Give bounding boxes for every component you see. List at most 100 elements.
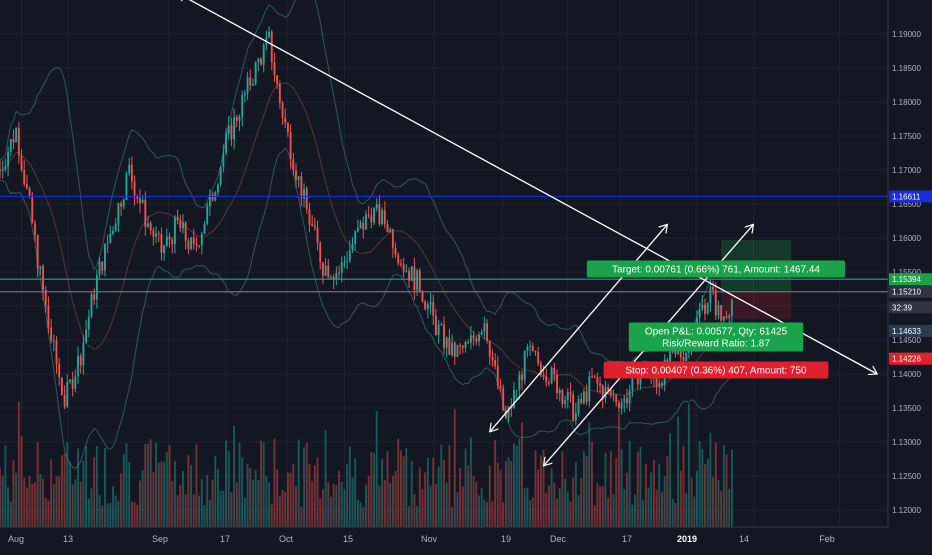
volume-bar xyxy=(120,473,123,527)
volume-bar xyxy=(475,481,478,527)
volume-bar xyxy=(93,457,96,527)
candle-body xyxy=(402,264,405,272)
price-tag[interactable] xyxy=(889,190,932,203)
volume-bar xyxy=(593,505,596,527)
volume-bar xyxy=(421,489,424,527)
volume-bar xyxy=(623,489,626,527)
candle-body xyxy=(346,260,349,262)
price-tag-label: 1.14633 xyxy=(892,327,921,336)
candle-body xyxy=(173,217,176,245)
candle-body xyxy=(351,243,354,251)
volume-bar xyxy=(200,478,203,527)
volume-bar xyxy=(130,501,133,527)
candle-body xyxy=(677,351,680,354)
candle-body xyxy=(698,309,701,318)
candle-body xyxy=(217,184,219,193)
candle-body xyxy=(286,123,289,133)
volume-bar xyxy=(147,443,149,527)
price-tag[interactable] xyxy=(889,273,932,286)
candle-body xyxy=(90,294,93,317)
upper-band xyxy=(0,0,733,365)
volume-bar xyxy=(257,480,260,527)
volume-bar xyxy=(639,446,642,527)
candle-body xyxy=(456,345,459,357)
trendline-1[interactable] xyxy=(178,0,878,374)
volume-bar xyxy=(7,487,10,527)
position-stop-zone[interactable] xyxy=(721,291,792,320)
price-tag[interactable] xyxy=(889,285,932,298)
volume-bar xyxy=(34,482,36,527)
price-tag[interactable] xyxy=(889,352,932,365)
volume-bar xyxy=(187,455,190,527)
volume-bar xyxy=(550,468,553,527)
candle-body xyxy=(604,387,607,399)
candle-body xyxy=(273,62,276,76)
price-axis[interactable]: 1.19000 1.18500 1.18000 1.17500 1.17000 1.165… xyxy=(887,0,932,550)
candle-body xyxy=(418,270,421,293)
stop-label[interactable]: Stop: 0.00407 (0.36%) 407, Amount: 750 xyxy=(603,361,829,379)
candle-body xyxy=(200,233,203,246)
candle-body xyxy=(79,355,82,366)
candle-body xyxy=(617,402,620,409)
volume-bar xyxy=(572,477,575,527)
volume-bar xyxy=(303,447,306,527)
candle-body xyxy=(496,365,499,386)
volume-bar xyxy=(268,482,271,527)
volume-bar xyxy=(117,500,120,527)
volume-bar xyxy=(152,472,155,527)
volume-bar xyxy=(60,454,63,527)
stop-label-bg[interactable] xyxy=(603,361,829,379)
volume-bar xyxy=(359,502,362,527)
candle-body xyxy=(682,357,685,361)
volume-bar xyxy=(609,451,612,527)
volume-bar xyxy=(260,440,262,527)
candle-body xyxy=(260,58,262,65)
candle-body xyxy=(440,324,443,326)
target-label[interactable]: Target: 0.00761 (0.66%) 761, Amount: 146… xyxy=(586,260,846,278)
price-tag[interactable] xyxy=(889,324,932,337)
volume-bar xyxy=(405,448,408,527)
volume-bar xyxy=(679,470,682,527)
volume-bar xyxy=(28,475,31,527)
candle-body xyxy=(238,116,241,121)
volume-bar xyxy=(564,478,567,527)
time-axis-bg xyxy=(0,527,932,550)
volume-bar xyxy=(265,476,268,527)
time-axis[interactable]: Aug 13 Sep 17 Oct 15 Nov 19 Dec 17 2019 14 Feb xyxy=(0,526,932,550)
price-tag[interactable] xyxy=(889,301,932,314)
candle-body xyxy=(112,230,114,234)
volume-bar xyxy=(69,462,71,527)
candle-body xyxy=(585,391,588,402)
volume-bar xyxy=(650,472,653,527)
candle-body xyxy=(87,316,90,330)
volume-bar xyxy=(208,499,211,527)
candle-body xyxy=(542,374,545,376)
volume-bar xyxy=(66,442,69,527)
volume-bar xyxy=(534,450,537,527)
pnl-label[interactable]: Open P&L: 0.00577, Qty: 61425Risk/Reward… xyxy=(628,322,804,352)
volume-bar xyxy=(289,472,292,527)
candle-body xyxy=(63,394,66,407)
volume-bar xyxy=(176,495,179,527)
candle-body xyxy=(184,222,187,241)
volume-bar xyxy=(122,454,125,527)
candle-body xyxy=(494,360,497,366)
pnl-label-bg[interactable] xyxy=(628,322,804,352)
volume-bar xyxy=(426,457,429,527)
candle-body xyxy=(321,262,324,276)
candle-body xyxy=(717,305,720,316)
candle-body xyxy=(187,240,190,249)
volume-bar xyxy=(284,491,287,527)
volume-bar xyxy=(386,451,389,527)
volume-bar xyxy=(227,450,230,527)
candle-body xyxy=(394,247,397,255)
candle-body xyxy=(243,93,246,96)
target-label-bg[interactable] xyxy=(586,260,846,278)
candle-body xyxy=(44,289,47,306)
candle-body xyxy=(39,266,42,269)
volume-bar xyxy=(71,484,74,527)
y-tick-label: 1.12000 xyxy=(892,506,921,515)
volume-bar xyxy=(437,466,440,527)
